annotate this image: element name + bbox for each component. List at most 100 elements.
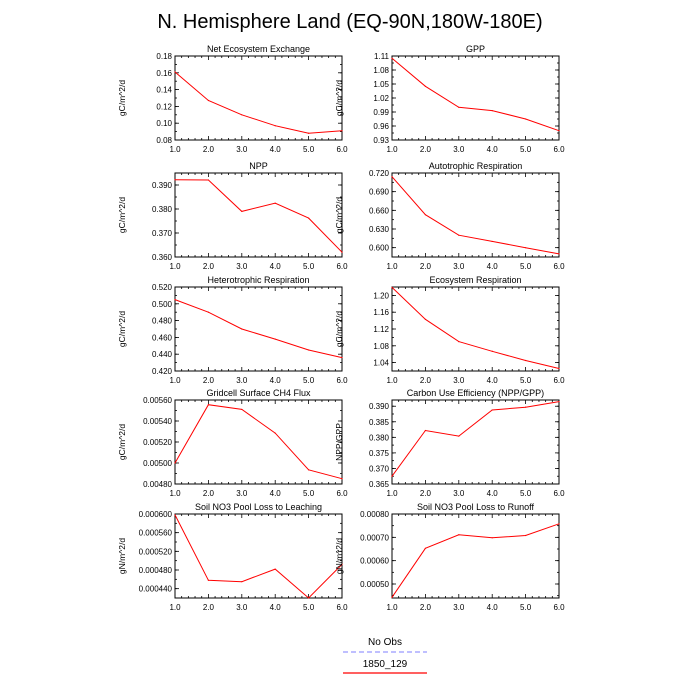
series-line-1850-129 [174, 71, 343, 134]
panel-title: Heterotrophic Respiration [207, 275, 309, 285]
data-point [558, 400, 560, 403]
x-tick-label: 3.0 [236, 489, 248, 498]
y-tick-label: 0.420 [152, 367, 173, 376]
y-axis-title: gC/m^2/d [117, 80, 127, 116]
x-tick-label: 1.0 [169, 262, 181, 271]
y-tick-label: 0.00080 [360, 510, 389, 519]
data-point [458, 234, 460, 236]
data-point [308, 349, 310, 351]
series-line-1850-129 [391, 57, 560, 132]
data-point [458, 534, 460, 536]
y-tick-label: 0.630 [369, 225, 390, 234]
x-tick-label: 1.0 [169, 603, 181, 612]
y-tick-label: 0.360 [152, 253, 173, 262]
chart-panel-soil-no3-pool-loss-to-runoff: Soil NO3 Pool Loss to Runoff 1.0 2.0 3.0 4.0… [334, 502, 565, 612]
x-tick-label: 3.0 [236, 603, 248, 612]
y-axis-title: gC/m^2/d [117, 197, 127, 233]
y-tick-label: 1.08 [373, 66, 389, 75]
x-tick-label: 5.0 [520, 145, 532, 154]
y-tick-label: 0.370 [369, 464, 390, 473]
y-tick-label: 0.00540 [143, 417, 172, 426]
data-point [391, 286, 393, 289]
chart-panels: Net Ecosystem Exchange 1.0 2.0 3.0 4.0 5.0 6.0… [117, 44, 565, 612]
panel-title: Ecosystem Respiration [429, 275, 521, 285]
x-tick-label: 2.0 [420, 262, 432, 271]
plot-frame [174, 513, 343, 599]
panel-title: NPP [249, 161, 268, 171]
y-tick-label: 1.05 [373, 80, 389, 89]
data-point [241, 328, 243, 330]
x-tick-label: 2.0 [203, 489, 215, 498]
data-point [174, 299, 176, 301]
plot-frame [174, 172, 343, 258]
y-tick-label: 0.600 [369, 244, 390, 253]
data-point [391, 596, 393, 598]
x-tick-label: 5.0 [520, 489, 532, 498]
y-tick-label: 0.00520 [143, 438, 172, 447]
x-tick-label: 5.0 [520, 376, 532, 385]
y-tick-label: 0.520 [152, 283, 173, 292]
x-tick-label: 6.0 [553, 262, 565, 271]
x-tick-label: 5.0 [520, 603, 532, 612]
panel-title: Soil NO3 Pool Loss to Runoff [417, 502, 534, 512]
plot-frame [174, 399, 343, 485]
x-tick-label: 5.0 [303, 262, 315, 271]
data-point [308, 469, 310, 471]
data-point [308, 217, 310, 219]
data-point [207, 404, 209, 406]
y-tick-label: 0.12 [156, 102, 172, 111]
y-tick-label: 0.14 [156, 86, 172, 95]
x-tick-label: 4.0 [487, 145, 499, 154]
y-tick-label: 0.00050 [360, 580, 389, 589]
y-tick-label: 0.10 [156, 119, 172, 128]
x-tick-label: 4.0 [270, 489, 282, 498]
x-tick-label: 6.0 [336, 262, 348, 271]
y-tick-label: 0.08 [156, 136, 172, 145]
data-point [241, 114, 243, 116]
chart-panel-heterotrophic-respiration: Heterotrophic Respiration 1.0 2.0 3.0 4.0 5.0… [117, 275, 348, 385]
x-tick-label: 1.0 [169, 145, 181, 154]
data-point [424, 547, 426, 549]
panel-title: Gridcell Surface CH4 Flux [206, 388, 311, 398]
y-tick-label: 0.000440 [139, 585, 173, 594]
y-axis-title: gC/m^2/d [117, 311, 127, 347]
y-tick-label: 0.99 [373, 108, 389, 117]
y-tick-label: 0.440 [152, 350, 173, 359]
chart-panel-carbon-use-efficiency-npp-gpp: Carbon Use Efficiency (NPP/GPP) 1.0 2.0 3.0… [334, 388, 565, 498]
data-point [274, 202, 276, 204]
data-point [424, 318, 426, 320]
data-point [174, 179, 176, 181]
data-point [174, 514, 176, 516]
y-tick-label: 1.20 [373, 291, 389, 300]
chart-panel-gpp: GPP 1.0 2.0 3.0 4.0 5.0 6.0 0.93 0.96 0.99 1.02 1.0… [334, 44, 565, 154]
y-tick-label: 0.18 [156, 52, 172, 61]
data-point [458, 435, 460, 437]
data-point [341, 251, 343, 253]
data-point [341, 356, 343, 359]
x-tick-label: 5.0 [303, 145, 315, 154]
x-tick-label: 6.0 [553, 489, 565, 498]
x-tick-label: 4.0 [270, 262, 282, 271]
legend-label-obs: No Obs [368, 637, 402, 648]
chart-panel-soil-no3-pool-loss-to-leaching: Soil NO3 Pool Loss to Leaching 1.0 2.0 3.0 4… [117, 502, 348, 612]
y-tick-label: 0.390 [369, 402, 390, 411]
data-point [558, 523, 560, 525]
y-tick-label: 0.660 [369, 206, 390, 215]
plot-frame [174, 286, 343, 372]
data-point [458, 106, 460, 108]
data-point [391, 475, 393, 477]
data-point [241, 581, 243, 583]
data-point [308, 597, 310, 599]
y-tick-label: 1.04 [373, 359, 389, 368]
y-tick-label: 0.690 [369, 188, 390, 197]
panel-title: Autotrophic Respiration [429, 161, 523, 171]
chart-panel-npp: NPP 1.0 2.0 3.0 4.0 5.0 6.0 0.360 0.370 0.380 0.39… [117, 161, 348, 271]
y-tick-label: 1.12 [373, 325, 389, 334]
data-point [341, 563, 343, 566]
y-tick-label: 0.460 [152, 333, 173, 342]
x-tick-label: 4.0 [487, 603, 499, 612]
data-point [274, 125, 276, 127]
chart-panel-autotrophic-respiration: Autotrophic Respiration 1.0 2.0 3.0 4.0 5.0 6.… [334, 161, 565, 271]
x-tick-label: 6.0 [553, 603, 565, 612]
x-tick-label: 6.0 [336, 489, 348, 498]
